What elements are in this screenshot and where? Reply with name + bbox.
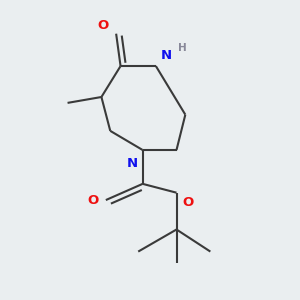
- Text: O: O: [98, 19, 109, 32]
- Text: N: N: [127, 158, 138, 170]
- Text: N: N: [160, 49, 171, 62]
- Text: H: H: [178, 43, 187, 53]
- Text: O: O: [182, 196, 194, 208]
- Text: O: O: [87, 194, 98, 207]
